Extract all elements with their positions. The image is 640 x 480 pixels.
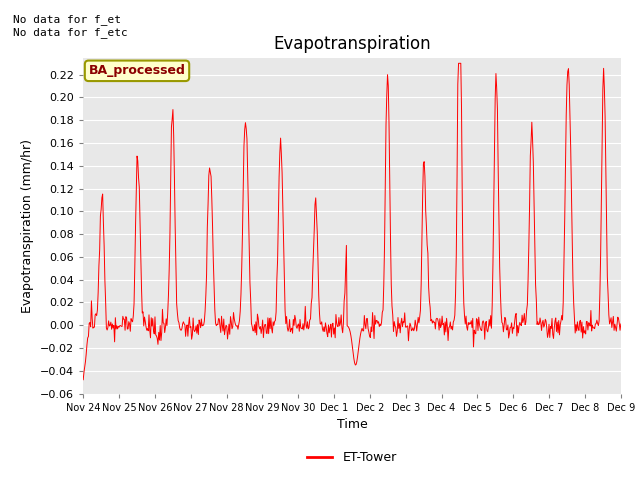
Y-axis label: Evapotranspiration (mm/hr): Evapotranspiration (mm/hr) xyxy=(22,139,35,312)
ET-Tower xyxy=(417,282,425,288)
Title: Evapotranspiration: Evapotranspiration xyxy=(273,35,431,53)
ET-Tower xyxy=(454,60,462,66)
ET-Tower xyxy=(433,315,441,321)
ET-Tower xyxy=(145,328,152,334)
ET-Tower xyxy=(79,377,87,383)
Text: No data for f_et
No data for f_etc: No data for f_et No data for f_etc xyxy=(13,14,127,38)
X-axis label: Time: Time xyxy=(337,418,367,431)
Legend: ET-Tower: ET-Tower xyxy=(302,446,402,469)
ET-Tower xyxy=(199,322,207,328)
ET-Tower xyxy=(89,325,97,331)
Text: BA_processed: BA_processed xyxy=(88,64,186,77)
ET-Tower xyxy=(227,319,235,325)
ET-Tower xyxy=(617,321,625,327)
Line: ET-Tower: ET-Tower xyxy=(83,63,621,380)
